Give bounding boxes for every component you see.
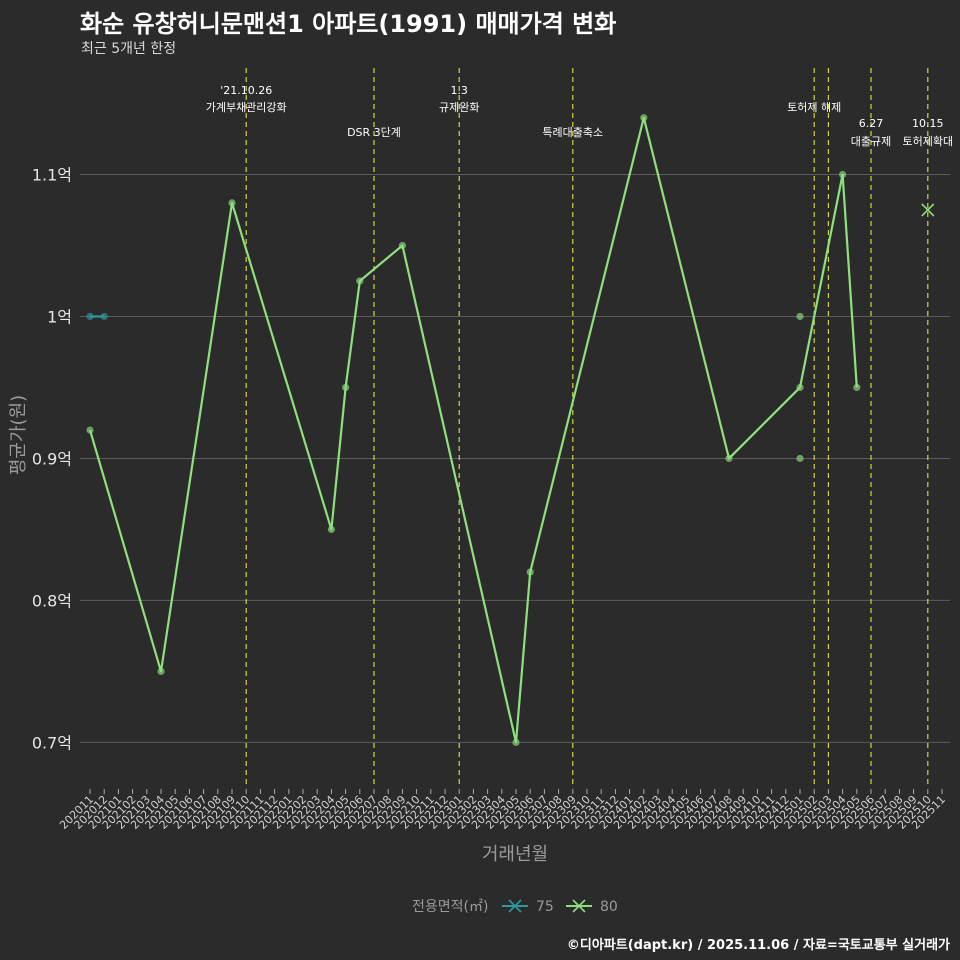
event-label: DSR 3단계 [347,126,401,139]
chart-title: 화순 유창허니문맨션1 아파트(1991) 매매가격 변화 [80,10,617,38]
data-point-80 [725,454,733,463]
data-point-80 [327,525,335,534]
legend-title: 전용면적(㎡) [412,899,488,915]
y-tick-label: 0.7억 [32,733,72,752]
event-label: 특례대출축소 [542,126,603,139]
event-label: 대출규제 [851,135,891,148]
y-tick-label: 0.9억 [32,449,72,468]
data-point-80 [796,454,804,463]
data-point-80 [839,170,847,179]
event-label: 토허제 해제 [787,100,841,114]
data-point-80 [526,568,534,576]
data-point-80 [796,312,804,321]
data-point-80 [512,738,520,747]
legend-key-75 [502,899,528,913]
data-point-80 [853,383,861,392]
event-date: 10.15 [912,117,944,130]
event-date: '21.10.26 [220,84,272,97]
data-point-80 [796,383,804,392]
event-label: 가계부채관리강화 [206,101,287,114]
chart-subtitle: 최근 5개년 한정 [81,41,177,57]
x-axis-title: 거래년월 [482,844,548,865]
y-tick-label: 0.8억 [32,591,72,610]
source-caption: ©디아파트(dapt.kr) / 2025.11.06 / 자료=국토교통부 실… [566,938,950,953]
legend-cross [572,899,586,913]
data-point-80 [640,114,648,122]
series-line-80 [88,116,858,744]
data-point-75 [100,312,108,321]
event-date: 6.27 [859,117,884,130]
legend-cross [508,899,522,913]
data-point-80 [356,277,364,285]
data-point-80 [228,199,236,207]
legend-key-80 [566,899,592,913]
cross-stroke [921,203,935,217]
y-tick-label: 1.1억 [32,165,72,184]
data-point-80 [342,383,350,392]
data-point-80 [398,241,406,250]
legend-label-80: 80 [600,899,618,915]
event-date: 1.3 [450,84,468,97]
data-point-80 [157,667,165,676]
legend-label-75: 75 [536,899,554,915]
y-axis-title: 평균가(원) [8,395,29,475]
event-label: 토허제확대 [902,135,953,148]
event-label: 규제완화 [439,101,479,114]
data-point-75 [86,312,94,321]
cross-mark-80 [921,203,935,217]
y-tick-label: 1억 [47,307,72,326]
data-point-80 [86,426,94,434]
